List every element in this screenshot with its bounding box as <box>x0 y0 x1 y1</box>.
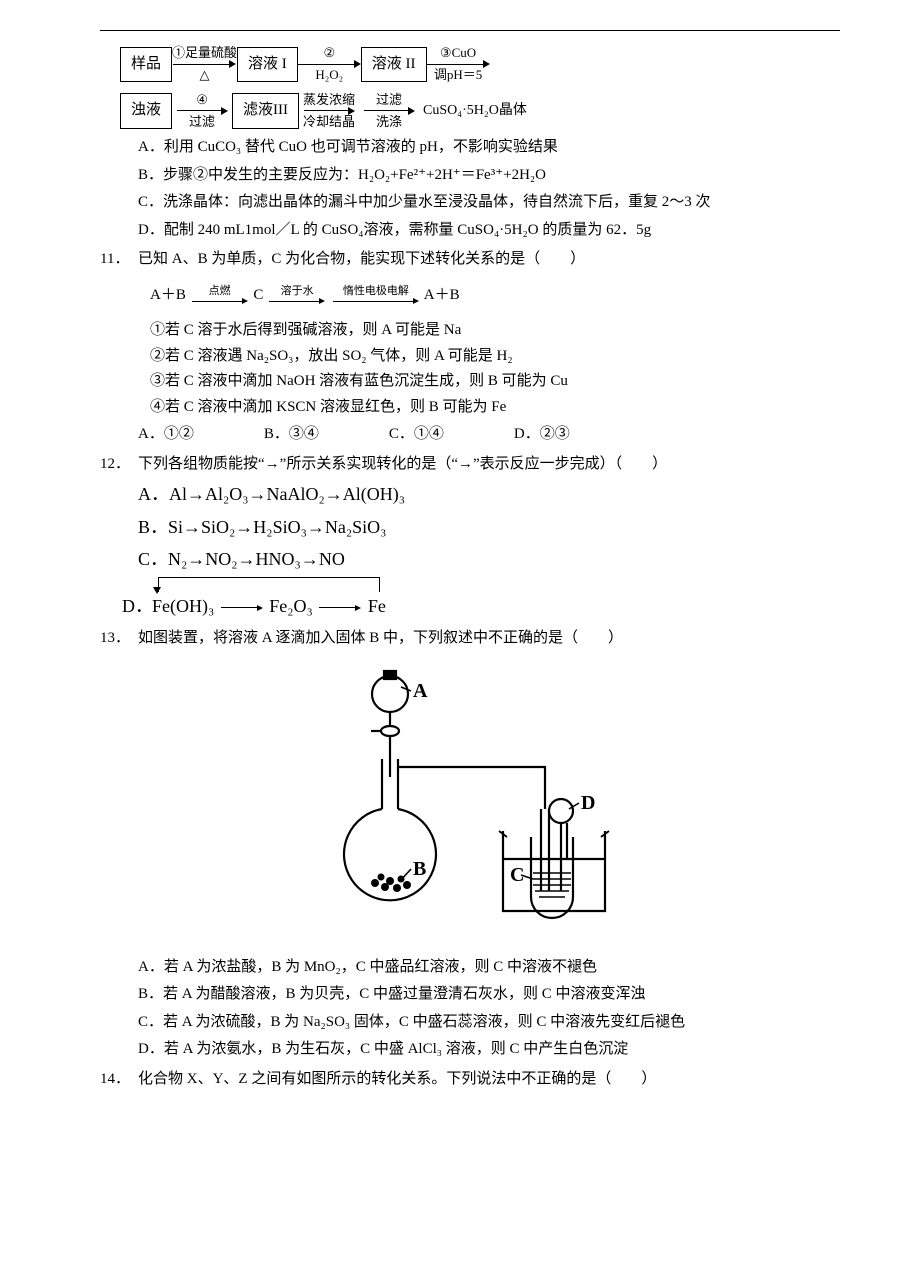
statement-2: ②若 C 溶液遇 Na₂SO₃，放出 SO₂ 气体，则 A 可能是 H₂ <box>150 344 840 370</box>
label-b: B <box>413 858 426 880</box>
question-12: 12． 下列各组物质能按“→”所示关系实现转化的是（“→”表示反应一步完成）（ … <box>100 452 840 478</box>
question-14: 14． 化合物 X、Y、Z 之间有如图所示的转化关系。下列说法中不正确的是（ ） <box>100 1067 840 1093</box>
option-c: C．N₂→NO₂→HNO₃→NO <box>138 544 840 575</box>
flow-box: 浊液 <box>120 93 172 129</box>
flow-box: 滤液III <box>232 93 299 129</box>
q13-options: A．若 A 为浓盐酸，B 为 MnO₂，C 中盛品红溶液，则 C 中溶液不褪色 … <box>100 955 840 1063</box>
apparatus-svg: A B C D <box>285 659 655 939</box>
option-d: D． Fe(OH)₃ Fe₂O₃ Fe <box>138 577 840 622</box>
option-a: A．Al→Al₂O₃→NaAlO₂→Al(OH)₃ <box>138 479 840 510</box>
option-b: B．Si→SiO₂→H₂SiO₃→Na₂SiO₃ <box>138 512 840 543</box>
q11-choices: A．①② B．③④ C．①④ D．②③ <box>100 422 840 448</box>
flow-diagram-2: 浊液 ④ 过滤 滤液III 蒸发浓缩 冷却结晶 过滤 洗涤 CuSO₄·5H₂O… <box>100 93 840 130</box>
question-number: 12． <box>100 452 138 478</box>
flow-arrow: ①足量硫酸 △ <box>172 46 237 83</box>
q12-options: A．Al→Al₂O₃→NaAlO₂→Al(OH)₃ B．Si→SiO₂→H₂Si… <box>100 479 840 621</box>
q10-options: A．利用 CuCO₃ 替代 CuO 也可调节溶液的 pH，不影响实验结果 B．步… <box>100 135 840 243</box>
question-stem: 如图装置，将溶液 A 逐滴加入固体 B 中，下列叙述中不正确的是（ ） <box>138 626 840 652</box>
statement-4: ④若 C 溶液中滴加 KSCN 溶液显红色，则 B 可能为 Fe <box>150 395 840 421</box>
arrow-icon <box>319 605 361 611</box>
statement-1: ①若 C 溶于水后得到强碱溶液，则 A 可能是 Na <box>150 318 840 344</box>
option-a: A．若 A 为浓盐酸，B 为 MnO₂，C 中盛品红溶液，则 C 中溶液不褪色 <box>138 955 840 981</box>
apparatus-figure: A B C D <box>100 659 840 949</box>
q11-reaction: A＋B 点燃 C 溶于水 惰性电极电解 A＋B <box>100 283 840 309</box>
flow-arrow: ④ 过滤 <box>172 93 232 130</box>
top-rule <box>100 30 840 31</box>
label-d: D <box>581 792 595 814</box>
option-d: D．若 A 为浓氨水，B 为生石灰，C 中盛 AlCl₃ 溶液，则 C 中产生白… <box>138 1037 840 1063</box>
question-stem: 已知 A、B 为单质，C 为化合物，能实现下述转化关系的是（ ） <box>138 247 840 273</box>
option-b: B．步骤②中发生的主要反应为：H₂O₂+Fe²⁺+2H⁺＝Fe³⁺+2H₂O <box>138 163 840 189</box>
flow-box: 样品 <box>120 47 172 83</box>
choice-d: D．②③ <box>514 422 570 448</box>
flow-product: CuSO₄·5H₂O晶体 <box>423 99 527 123</box>
page-root: 样品 ①足量硫酸 △ 溶液 I ② H₂O₂ 溶液 II ③CuO 调pH＝5 … <box>0 0 920 1132</box>
question-stem: 下列各组物质能按“→”所示关系实现转化的是（“→”表示反应一步完成）（ ） <box>138 452 840 478</box>
question-number: 13． <box>100 626 138 652</box>
choice-b: B．③④ <box>264 422 319 448</box>
question-number: 11． <box>100 247 138 273</box>
label-a: A <box>413 680 428 702</box>
arrow-electrolyze: 惰性电极电解 <box>333 286 419 304</box>
option-a: A．利用 CuCO₃ 替代 CuO 也可调节溶液的 pH，不影响实验结果 <box>138 135 840 161</box>
option-d: D．配制 240 mL1mol／L 的 CuSO₄溶液，需称量 CuSO₄·5H… <box>138 218 840 244</box>
flow-arrow: ② H₂O₂ <box>298 46 361 83</box>
flow-diagram-1: 样品 ①足量硫酸 △ 溶液 I ② H₂O₂ 溶液 II ③CuO 调pH＝5 <box>100 46 840 83</box>
question-13: 13． 如图装置，将溶液 A 逐滴加入固体 B 中，下列叙述中不正确的是（ ） <box>100 626 840 652</box>
flow-box: 溶液 I <box>237 47 298 83</box>
choice-c: C．①④ <box>389 422 444 448</box>
q11-statements: ①若 C 溶于水后得到强碱溶液，则 A 可能是 Na ②若 C 溶液遇 Na₂S… <box>100 318 840 420</box>
arrow-icon <box>221 605 263 611</box>
flow-arrow: ③CuO 调pH＝5 <box>427 46 490 83</box>
arrow-dissolve: 溶于水 <box>269 286 325 304</box>
question-11: 11． 已知 A、B 为单质，C 为化合物，能实现下述转化关系的是（ ） <box>100 247 840 273</box>
option-b: B．若 A 为醋酸溶液，B 为贝壳，C 中盛过量澄清石灰水，则 C 中溶液变浑浊 <box>138 982 840 1008</box>
reaction-rhs: A＋B <box>424 287 460 303</box>
flow-arrow: 过滤 洗涤 <box>359 93 419 130</box>
reaction-lhs: A＋B <box>150 287 186 303</box>
option-c: C．若 A 为浓硫酸，B 为 Na₂SO₃ 固体，C 中盛石蕊溶液，则 C 中溶… <box>138 1010 840 1036</box>
question-number: 14． <box>100 1067 138 1093</box>
question-stem: 化合物 X、Y、Z 之间有如图所示的转化关系。下列说法中不正确的是（ ） <box>138 1067 840 1093</box>
flow-box: 溶液 II <box>361 47 427 83</box>
reaction-mid: C <box>253 287 263 303</box>
choice-a: A．①② <box>138 422 194 448</box>
flow-arrow: 蒸发浓缩 冷却结晶 <box>299 93 359 130</box>
statement-3: ③若 C 溶液中滴加 NaOH 溶液有蓝色沉淀生成，则 B 可能为 Cu <box>150 369 840 395</box>
option-c: C．洗涤晶体：向滤出晶体的漏斗中加少量水至浸没晶体，待自然流下后，重复 2～3 … <box>138 190 840 216</box>
arrow-ignite: 点燃 <box>192 286 248 304</box>
